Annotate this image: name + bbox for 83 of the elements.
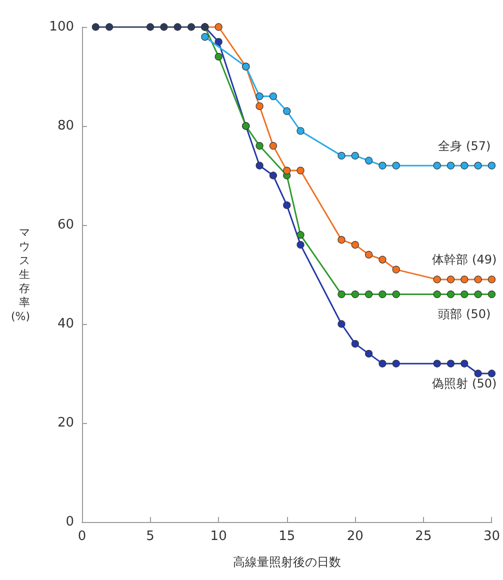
point [460,290,468,298]
point [392,290,400,298]
point [378,360,386,368]
point [433,290,441,298]
point [214,23,222,31]
point [392,266,400,274]
point [460,360,468,368]
point [256,162,264,170]
x-tick-label: 0 [78,529,86,544]
point [392,360,400,368]
point [338,236,346,244]
point [446,360,455,368]
point [351,152,359,160]
x-tick-label: 5 [146,529,154,544]
point [488,370,496,378]
y-axis-title: マウス生存率(%) [10,226,30,323]
point [351,241,359,249]
point [392,162,400,170]
point [283,201,291,209]
point [296,127,304,135]
point [338,320,346,328]
point [338,290,346,298]
y-tick-label: 20 [57,416,74,430]
point [283,107,291,115]
point [433,276,441,284]
point [488,290,496,298]
y-tick-label: 100 [49,20,74,34]
point [174,23,182,31]
point [365,290,373,298]
point [269,172,278,180]
point [160,23,168,31]
x-tick-label: 15 [278,529,296,544]
point [474,290,482,298]
point [296,166,304,174]
point [365,350,373,358]
x-tick-label: 25 [415,529,432,544]
y-tick-label: 60 [57,218,74,232]
y-tick-label: 40 [57,316,74,332]
y-tick-label: 0 [66,514,74,530]
point [214,52,222,60]
x-tick-label: 10 [210,529,227,544]
series-label: 偽照射 (50) [432,376,497,390]
point [296,231,304,239]
point [256,92,264,100]
series-label: 頭部 (50) [438,307,491,322]
point [92,23,100,31]
x-tick-label: 20 [346,529,364,544]
point [378,162,386,170]
point [474,162,482,170]
point [488,162,496,170]
point [296,241,304,249]
point [201,33,209,41]
point [256,102,264,110]
point [446,290,455,298]
point [146,23,154,31]
point [269,142,278,150]
series-label: 体幹部 (49) [432,252,497,267]
point [378,290,386,298]
point [378,256,386,264]
x-axis-title: 高線量照射後の日数 [232,555,341,569]
series-label: 全身 (57) [438,138,491,153]
x-tick-label: 30 [483,529,500,544]
point [283,166,291,174]
point [460,162,468,170]
point [269,92,278,100]
point [460,276,468,284]
point [214,38,222,46]
point [446,162,455,170]
point [256,142,264,150]
point [433,360,441,368]
point [474,370,482,378]
point [338,152,346,160]
point [433,162,441,170]
point [446,276,455,284]
point [474,276,482,284]
y-tick-label: 80 [57,118,74,134]
point [351,290,359,298]
point [488,276,496,284]
point [365,156,373,164]
point [365,250,373,258]
point [106,23,114,31]
point [187,23,196,31]
point [351,340,359,348]
